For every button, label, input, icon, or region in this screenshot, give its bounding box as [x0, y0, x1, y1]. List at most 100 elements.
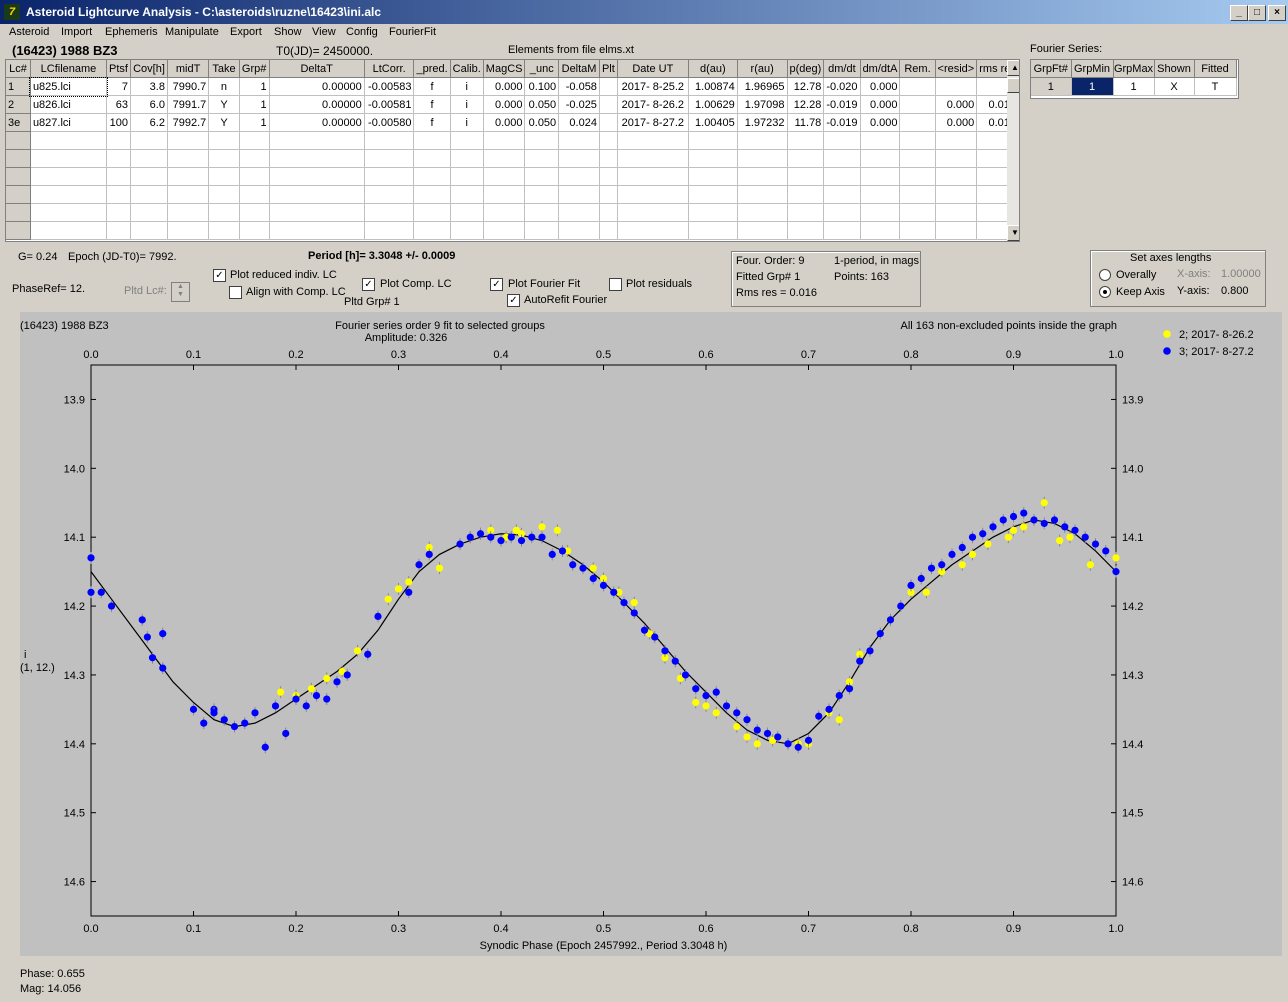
menu-view[interactable]: View: [312, 26, 336, 38]
table-cell[interactable]: [688, 167, 738, 186]
table-cell[interactable]: [524, 131, 560, 150]
table-cell[interactable]: [483, 149, 526, 168]
table-cell[interactable]: [364, 203, 415, 222]
table-cell[interactable]: [239, 203, 270, 222]
table-cell[interactable]: [787, 185, 825, 204]
table-cell[interactable]: -0.025: [558, 95, 600, 114]
table-cell[interactable]: [30, 203, 108, 222]
autorefit-checkbox[interactable]: ✓: [507, 294, 520, 307]
column-header[interactable]: LCfilename: [30, 60, 108, 78]
table-cell[interactable]: 7990.7: [167, 77, 210, 96]
table-cell[interactable]: [899, 167, 936, 186]
table-cell[interactable]: [899, 203, 936, 222]
table-cell[interactable]: [208, 221, 240, 240]
table-cell[interactable]: [413, 149, 451, 168]
table-cell[interactable]: [558, 167, 600, 186]
table-row[interactable]: [6, 221, 1019, 240]
table-cell[interactable]: [6, 131, 31, 150]
plot-residuals-checkbox[interactable]: [609, 278, 622, 291]
table-cell[interactable]: 1: [6, 77, 31, 96]
table-cell[interactable]: [599, 149, 618, 168]
table-cell[interactable]: [450, 221, 484, 240]
table-cell[interactable]: [558, 131, 600, 150]
table-cell[interactable]: -0.00581: [364, 95, 415, 114]
column-header[interactable]: Calib.: [450, 60, 484, 78]
table-scrollbar[interactable]: ▲ ▼: [1007, 60, 1019, 241]
table-cell[interactable]: 1: [239, 113, 270, 132]
table-cell[interactable]: [899, 131, 936, 150]
menu-ephemeris[interactable]: Ephemeris: [105, 26, 158, 38]
table-cell[interactable]: [30, 221, 108, 240]
table-cell[interactable]: 63: [106, 95, 131, 114]
table-cell[interactable]: [364, 221, 415, 240]
table-cell[interactable]: [899, 185, 936, 204]
column-header[interactable]: dm/dt: [823, 60, 861, 78]
table-row[interactable]: 1 u825.lci 7 3.8 7990.7 n 1 0.00000 -0.00583 f i 0.…: [6, 76, 1019, 97]
table-cell[interactable]: f: [413, 77, 451, 96]
table-cell[interactable]: [860, 185, 901, 204]
x-axis-value[interactable]: 1.00000: [1221, 268, 1261, 280]
table-cell[interactable]: [860, 167, 901, 186]
table-cell[interactable]: [167, 131, 210, 150]
table-cell[interactable]: 0.000: [860, 113, 901, 132]
table-cell[interactable]: 7: [106, 77, 131, 96]
table-cell[interactable]: [737, 131, 788, 150]
pltd-lc-spinner[interactable]: ▲ ▼: [171, 282, 190, 302]
column-header[interactable]: d(au): [688, 60, 738, 78]
table-cell[interactable]: [787, 167, 825, 186]
table-cell[interactable]: [450, 167, 484, 186]
table-cell[interactable]: [208, 203, 240, 222]
column-header[interactable]: Lc#: [6, 60, 31, 78]
table-row[interactable]: [6, 185, 1019, 204]
fourier-cell[interactable]: 1: [1071, 77, 1114, 96]
column-header[interactable]: Rem.: [899, 60, 936, 78]
table-cell[interactable]: [617, 131, 689, 150]
table-cell[interactable]: [524, 221, 560, 240]
table-cell[interactable]: 1.00629: [688, 95, 738, 114]
table-cell[interactable]: [823, 221, 861, 240]
table-cell[interactable]: [688, 221, 738, 240]
table-cell[interactable]: [364, 131, 415, 150]
fourier-cell[interactable]: 1: [1113, 77, 1155, 96]
y-axis-value[interactable]: 0.800: [1221, 285, 1249, 297]
scroll-thumb[interactable]: [1007, 78, 1019, 93]
table-cell[interactable]: [6, 221, 31, 240]
table-cell[interactable]: [450, 131, 484, 150]
table-cell[interactable]: [30, 167, 108, 186]
table-cell[interactable]: 1: [239, 77, 270, 96]
table-cell[interactable]: [6, 149, 31, 168]
table-cell[interactable]: [130, 167, 168, 186]
table-cell[interactable]: [130, 185, 168, 204]
table-cell[interactable]: [6, 203, 31, 222]
table-cell[interactable]: [823, 203, 861, 222]
table-cell[interactable]: [558, 185, 600, 204]
table-cell[interactable]: [130, 131, 168, 150]
table-row[interactable]: 2 u826.lci 63 6.0 7991.7 Y 1 0.00000 -0.00581 f i 0…: [6, 95, 1019, 114]
table-cell[interactable]: [599, 77, 618, 96]
table-cell[interactable]: [364, 167, 415, 186]
align-comp-checkbox[interactable]: [229, 286, 242, 299]
table-cell[interactable]: [899, 113, 936, 132]
table-cell[interactable]: f: [413, 113, 451, 132]
table-cell[interactable]: [935, 221, 978, 240]
column-header[interactable]: Cov[h]: [130, 60, 168, 78]
menu-export[interactable]: Export: [230, 26, 262, 38]
table-cell[interactable]: [30, 185, 108, 204]
table-cell[interactable]: [239, 185, 270, 204]
table-cell[interactable]: 1.00874: [688, 77, 738, 96]
table-cell[interactable]: [899, 77, 936, 96]
column-header[interactable]: Take: [208, 60, 240, 78]
table-cell[interactable]: [239, 149, 270, 168]
menu-manipulate[interactable]: Manipulate: [165, 26, 219, 38]
table-cell[interactable]: 12.28: [787, 95, 825, 114]
table-cell[interactable]: [239, 131, 270, 150]
column-header[interactable]: Grp#: [239, 60, 270, 78]
table-cell[interactable]: [167, 167, 210, 186]
table-cell[interactable]: 3.8: [130, 77, 168, 96]
table-cell[interactable]: 0.000: [483, 95, 526, 114]
table-cell[interactable]: 0.000: [860, 77, 901, 96]
plot-fourier-checkbox[interactable]: ✓: [490, 278, 503, 291]
table-cell[interactable]: [269, 185, 365, 204]
table-cell[interactable]: u825.lci: [29, 76, 108, 97]
table-cell[interactable]: [935, 185, 978, 204]
